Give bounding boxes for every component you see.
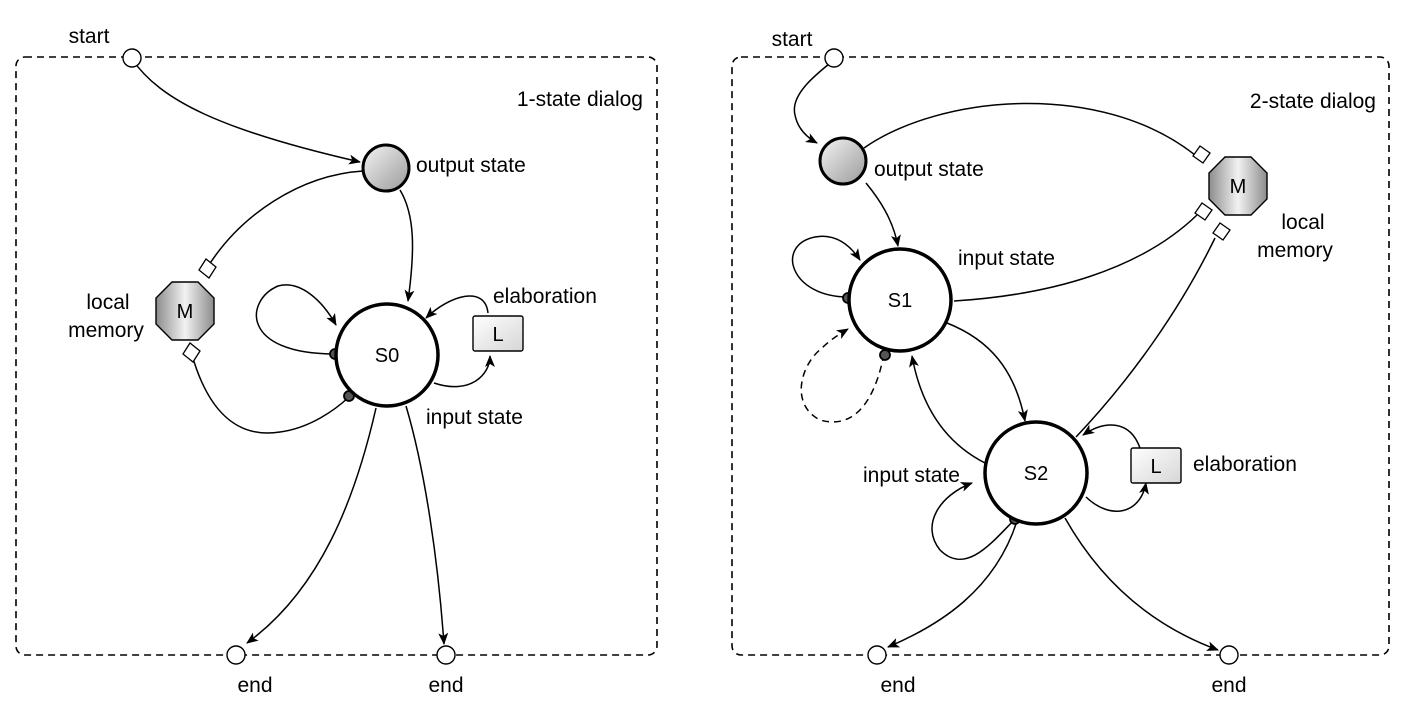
panel-frame (15, 56, 658, 656)
edge-start-to-output (793, 59, 835, 144)
edge-s1-dashed-loop (800, 328, 885, 423)
memory-label-memory: memory (68, 319, 144, 342)
local-memory-node (155, 281, 215, 341)
edge-s1-to-memory (953, 214, 1198, 302)
edge-s2-to-elaboration (1085, 482, 1149, 512)
memory-connector-diamond (198, 258, 217, 279)
end-terminal (1219, 645, 1239, 665)
input-port-dot (879, 349, 891, 361)
elaboration-symbol: L (1150, 456, 1161, 478)
start-label: start (772, 28, 813, 51)
input-state-label: input state (863, 464, 960, 487)
output-state-node (361, 143, 411, 193)
output-state-label: output state (874, 158, 984, 181)
elaboration-node (1130, 447, 1182, 484)
start-terminal (122, 48, 142, 68)
edge-start-to-output (131, 58, 361, 165)
panel-frame (731, 56, 1390, 656)
edge-s2-to-end-right (1064, 517, 1219, 651)
edge-s1-to-s2 (946, 322, 1028, 422)
end-terminal (436, 645, 456, 665)
state-node-s0 (334, 302, 440, 408)
elaboration-label: elaboration (1193, 453, 1297, 476)
elaboration-label: elaboration (493, 285, 597, 308)
edge-s2-to-memory (1075, 237, 1216, 438)
end-label: end (237, 674, 272, 697)
output-state-label: output state (416, 154, 526, 177)
edge-output-to-memory (206, 170, 364, 269)
edge-s0-to-end-right (405, 405, 449, 645)
memory-label-local: local (1281, 211, 1324, 234)
panel-1-state: 1-state dialog start end end output stat… (15, 25, 658, 697)
end-label: end (1211, 674, 1246, 697)
panel-2-state: 2-state dialog start end end outpu (731, 28, 1390, 697)
edge-s0-to-elaboration (433, 355, 495, 388)
memory-connector-diamond (182, 342, 201, 363)
edge-s2-to-end-left (887, 520, 1018, 648)
local-memory-node (1208, 156, 1268, 216)
start-label: start (69, 25, 110, 48)
edge-s2-to-s1 (909, 355, 986, 464)
memory-connector-diamond (1194, 202, 1213, 221)
memory-connector-diamond (1212, 222, 1231, 241)
memory-label-memory: memory (1257, 239, 1333, 262)
memory-connector-diamond (1192, 145, 1211, 164)
edge-output-to-s1 (865, 182, 901, 247)
input-state-label: input state (958, 247, 1055, 270)
state-node-s2 (983, 420, 1089, 526)
state-node-s1 (847, 247, 953, 353)
end-terminal (867, 645, 887, 665)
edge-memory-to-s0 (191, 354, 350, 434)
output-state-node (818, 136, 868, 186)
state-label-s1: S1 (888, 290, 912, 312)
start-terminal (824, 48, 844, 68)
memory-symbol: M (1230, 176, 1247, 198)
state-label-s2: S2 (1024, 463, 1048, 485)
edge-s0-to-end-left (246, 407, 377, 644)
end-terminal (226, 645, 246, 665)
memory-symbol: M (177, 301, 194, 323)
edge-s2-self-loop (931, 482, 1016, 561)
panel-title: 2-state dialog (1250, 90, 1376, 113)
edge-s1-self-loop (791, 235, 861, 298)
edge-output-to-memory (863, 102, 1196, 156)
state-label-s0: S0 (375, 345, 399, 367)
edge-s0-self-loop (255, 284, 337, 355)
edge-elaboration-to-s0 (425, 295, 489, 319)
input-state-label: input state (426, 406, 523, 429)
end-label: end (428, 674, 463, 697)
edge-elaboration-to-s2 (1082, 424, 1141, 449)
edge-output-to-s0 (399, 189, 415, 302)
panel-title: 1-state dialog (517, 88, 643, 111)
end-label: end (880, 674, 915, 697)
elaboration-node (472, 315, 524, 352)
memory-label-local: local (86, 291, 129, 314)
elaboration-symbol: L (492, 324, 503, 346)
